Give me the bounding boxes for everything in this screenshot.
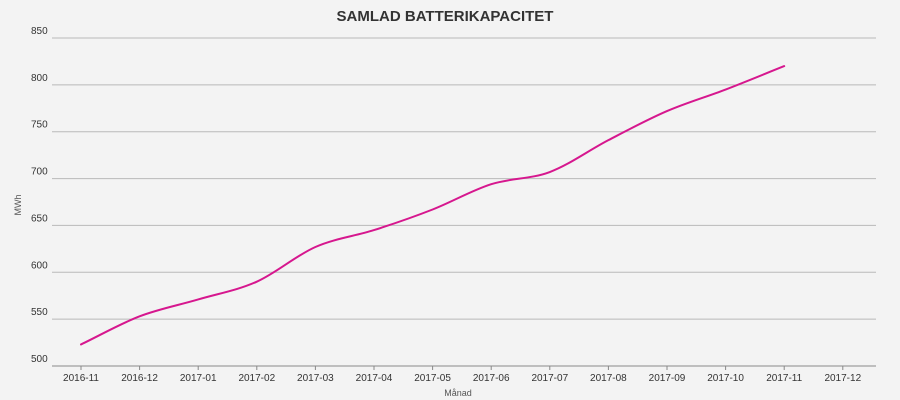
y-tick-label-650: 650 (31, 213, 48, 224)
x-tick-label-2017-03: 2017-03 (297, 373, 334, 384)
grid-lines (52, 37, 876, 367)
y-tick-label-750: 750 (31, 120, 48, 131)
y-axis-label: MWh (13, 195, 23, 216)
chart-title: SAMLAD BATTERIKAPACITET (337, 8, 554, 25)
x-tick-label-2017-10: 2017-10 (707, 373, 744, 384)
x-tick-label-2017-09: 2017-09 (649, 373, 686, 384)
y-tick-label-600: 600 (31, 260, 48, 271)
x-tick-label-2017-02: 2017-02 (238, 373, 275, 384)
y-tick-label-700: 700 (31, 167, 48, 178)
y-tick-label-850: 850 (31, 26, 48, 37)
x-tick-label-2017-12: 2017-12 (824, 373, 861, 384)
x-tick-label-2017-08: 2017-08 (590, 373, 627, 384)
y-tick-labels: 500 550 600 650 700 750 800 850 (31, 26, 48, 365)
y-tick-label-500: 500 (31, 354, 48, 365)
x-tick-label-2017-07: 2017-07 (531, 373, 568, 384)
x-tick-labels: 2016-11 2016-12 2017-01 2017-02 2017-03 2017-… (63, 366, 862, 384)
x-tick-label-2017-11: 2017-11 (766, 373, 802, 384)
x-tick-label-2016-11: 2016-11 (63, 373, 99, 384)
y-tick-label-800: 800 (31, 73, 48, 84)
series-layer (80, 65, 786, 346)
x-tick-label-2017-05: 2017-05 (414, 373, 451, 384)
x-axis-label: Månad (444, 388, 472, 398)
x-tick-label-2017-06: 2017-06 (473, 373, 510, 384)
x-tick-label-2017-04: 2017-04 (356, 373, 393, 384)
y-tick-label-550: 550 (31, 307, 48, 318)
x-tick-label-2017-01: 2017-01 (180, 373, 217, 384)
series-line-0 (80, 65, 786, 346)
x-tick-label-2016-12: 2016-12 (121, 373, 158, 384)
